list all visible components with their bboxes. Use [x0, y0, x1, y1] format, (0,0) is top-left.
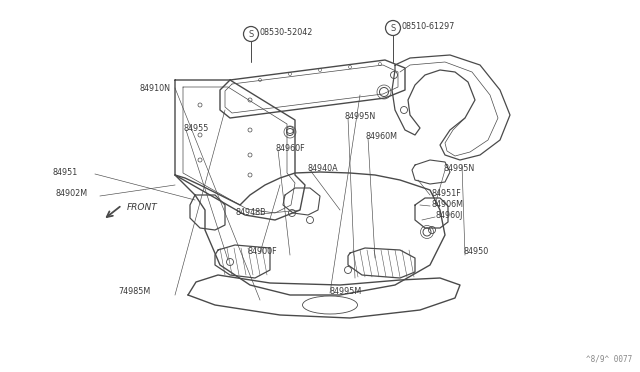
Text: 84906M: 84906M [432, 199, 464, 208]
Text: 84960F: 84960F [276, 144, 306, 153]
Text: 84950: 84950 [464, 247, 489, 257]
Text: 84960J: 84960J [436, 211, 463, 219]
Text: ^8/9^ 0077: ^8/9^ 0077 [586, 355, 632, 364]
Text: 84948B: 84948B [236, 208, 267, 217]
Text: 84902M: 84902M [55, 189, 87, 198]
Text: 84910N: 84910N [140, 83, 171, 93]
Text: S: S [390, 23, 396, 32]
Text: 84995M: 84995M [330, 288, 362, 296]
Text: 84995N: 84995N [444, 164, 476, 173]
Text: 84940A: 84940A [308, 164, 339, 173]
Text: 84900F: 84900F [248, 247, 278, 257]
Text: 84995N: 84995N [345, 112, 376, 121]
Text: S: S [248, 29, 253, 38]
Text: 08510-61297: 08510-61297 [402, 22, 456, 31]
Text: 84951F: 84951F [432, 189, 461, 198]
Text: 84960M: 84960M [366, 131, 398, 141]
Text: FRONT: FRONT [127, 202, 157, 212]
Text: 08530-52042: 08530-52042 [260, 28, 314, 36]
Text: 84951: 84951 [52, 167, 77, 176]
Text: 74985M: 74985M [118, 288, 150, 296]
Text: 84955: 84955 [184, 124, 209, 132]
